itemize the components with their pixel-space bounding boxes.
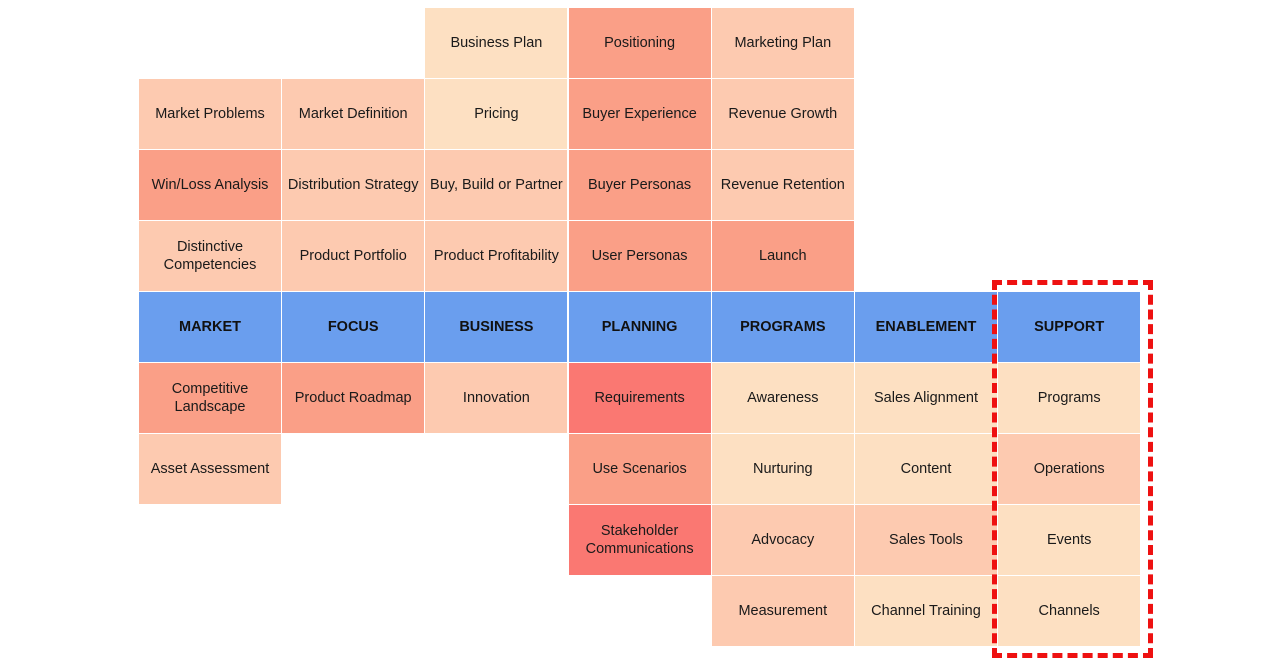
cell-buyer-personas: Buyer Personas xyxy=(568,150,711,220)
cell-events: Events xyxy=(998,505,1141,575)
cell-market-definition: Market Definition xyxy=(282,79,425,149)
cell-product-profitability: Product Profitability xyxy=(425,221,568,291)
cell-pricing: Pricing xyxy=(425,79,568,149)
cell-user-personas: User Personas xyxy=(568,221,711,291)
cell-sales-alignment: Sales Alignment xyxy=(855,363,997,433)
column-header-planning: PLANNING xyxy=(568,292,711,362)
column-header-support: SUPPORT xyxy=(998,292,1141,362)
cell-market-problems: Market Problems xyxy=(139,79,281,149)
cell-competitive-landscape: Competitive Landscape xyxy=(139,363,281,433)
column-header-enablement: ENABLEMENT xyxy=(855,292,997,362)
cell-launch: Launch xyxy=(711,221,854,291)
cell-operations: Operations xyxy=(998,434,1141,504)
cell-product-portfolio: Product Portfolio xyxy=(282,221,425,291)
cell-programs: Programs xyxy=(998,363,1141,433)
cell-requirements: Requirements xyxy=(568,363,711,433)
cell-advocacy: Advocacy xyxy=(711,505,854,575)
cell-stakeholder-communications: Stakeholder Communications xyxy=(568,505,711,575)
cell-sales-tools: Sales Tools xyxy=(855,505,997,575)
cell-channels: Channels xyxy=(998,576,1141,646)
cell-nurturing: Nurturing xyxy=(711,434,854,504)
cell-channel-training: Channel Training xyxy=(855,576,997,646)
cell-positioning: Positioning xyxy=(568,8,711,78)
cell-innovation: Innovation xyxy=(425,363,568,433)
cell-awareness: Awareness xyxy=(711,363,854,433)
cell-product-roadmap: Product Roadmap xyxy=(282,363,425,433)
column-header-business: BUSINESS xyxy=(425,292,568,362)
cell-win-loss-analysis: Win/Loss Analysis xyxy=(139,150,281,220)
cell-content: Content xyxy=(855,434,997,504)
cell-business-plan: Business Plan xyxy=(425,8,568,78)
column-header-focus: FOCUS xyxy=(282,292,425,362)
cell-distinctive-competencies: Distinctive Competencies xyxy=(139,221,281,291)
cell-buy-build-or-partner: Buy, Build or Partner xyxy=(425,150,568,220)
cell-marketing-plan: Marketing Plan xyxy=(711,8,854,78)
cell-asset-assessment: Asset Assessment xyxy=(139,434,281,504)
cell-revenue-retention: Revenue Retention xyxy=(711,150,854,220)
column-header-market: MARKET xyxy=(139,292,281,362)
column-header-programs: PROGRAMS xyxy=(711,292,854,362)
cell-use-scenarios: Use Scenarios xyxy=(568,434,711,504)
cell-buyer-experience: Buyer Experience xyxy=(568,79,711,149)
cell-measurement: Measurement xyxy=(711,576,854,646)
cell-revenue-growth: Revenue Growth xyxy=(711,79,854,149)
cell-distribution-strategy: Distribution Strategy xyxy=(282,150,425,220)
